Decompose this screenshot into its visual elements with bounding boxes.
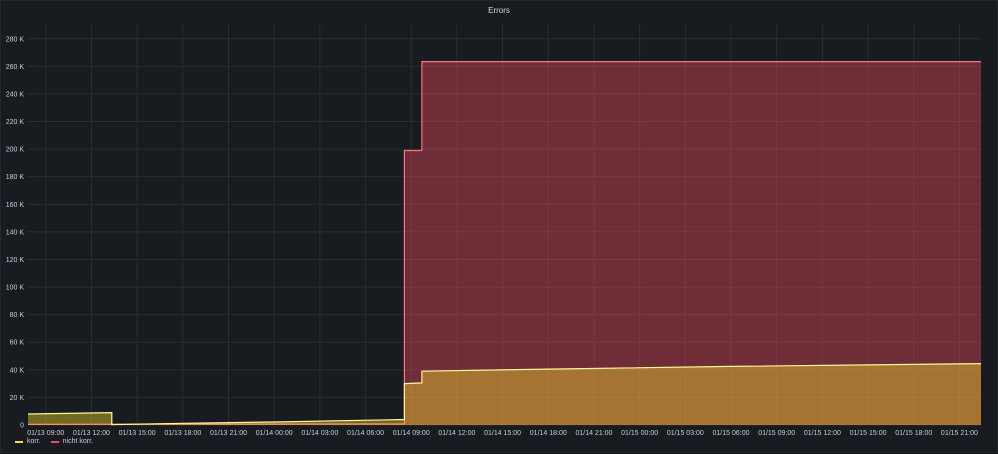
y-tick-label: 280 K <box>6 36 25 43</box>
legend: korr. nicht korr. <box>15 438 93 445</box>
legend-swatch-nicht-korr <box>50 440 59 443</box>
legend-swatch-korr <box>15 440 23 443</box>
y-tick-label: 100 K <box>6 285 25 292</box>
y-tick-label: 40 K <box>10 367 25 374</box>
x-tick-label: 01/14 09:00 <box>393 430 430 437</box>
y-tick-label: 180 K <box>6 174 25 181</box>
x-tick-label: 01/15 18:00 <box>895 430 932 437</box>
x-tick-label: 01/15 03:00 <box>667 430 704 437</box>
x-tick-label: 01/13 21:00 <box>210 430 247 437</box>
y-tick-label: 20 K <box>10 395 25 402</box>
y-tick-label: 260 K <box>6 64 25 71</box>
legend-label-korr: korr. <box>27 438 41 445</box>
chart-title: Errors <box>488 6 510 15</box>
legend-label-nicht-korr: nicht korr. <box>62 438 93 445</box>
x-tick-label: 01/13 15:00 <box>119 430 156 437</box>
x-tick-label: 01/15 06:00 <box>713 430 750 437</box>
x-tick-label: 01/14 18:00 <box>530 430 567 437</box>
y-tick-label: 220 K <box>6 119 25 126</box>
x-tick-label: 01/15 00:00 <box>621 430 658 437</box>
series-area-nicht-korr- <box>28 61 981 425</box>
x-tick-label: 01/14 15:00 <box>484 430 521 437</box>
y-tick-label: 120 K <box>6 257 25 264</box>
x-tick-label: 01/14 00:00 <box>256 430 293 437</box>
y-tick-label: 140 K <box>6 229 25 236</box>
x-tick-label: 01/13 18:00 <box>164 430 201 437</box>
series-area-korr- <box>28 363 981 425</box>
y-tick-label: 80 K <box>10 312 25 319</box>
x-tick-label: 01/15 09:00 <box>758 430 795 437</box>
x-tick-label: 01/15 15:00 <box>850 430 887 437</box>
series-line-korr- <box>27 363 982 426</box>
x-tick-label: 01/15 12:00 <box>804 430 841 437</box>
legend-item-nicht-korr[interactable]: nicht korr. <box>50 438 93 445</box>
x-tick-label: 01/14 03:00 <box>301 430 338 437</box>
x-tick-label: 01/14 06:00 <box>347 430 384 437</box>
x-tick-label: 01/14 21:00 <box>575 430 612 437</box>
x-tick-label: 01/15 21:00 <box>941 430 978 437</box>
legend-item-korr[interactable]: korr. <box>15 438 41 445</box>
y-tick-label: 160 K <box>6 202 25 209</box>
y-tick-label: 60 K <box>10 340 25 347</box>
x-tick-label: 01/13 09:00 <box>27 430 64 437</box>
x-tick-label: 01/13 12:00 <box>73 430 110 437</box>
y-tick-label: 0 <box>20 423 24 430</box>
x-tick-label: 01/14 12:00 <box>438 430 475 437</box>
series-line-nicht-korr- <box>27 61 981 425</box>
y-tick-label: 200 K <box>6 147 25 154</box>
y-tick-label: 240 K <box>6 91 25 98</box>
